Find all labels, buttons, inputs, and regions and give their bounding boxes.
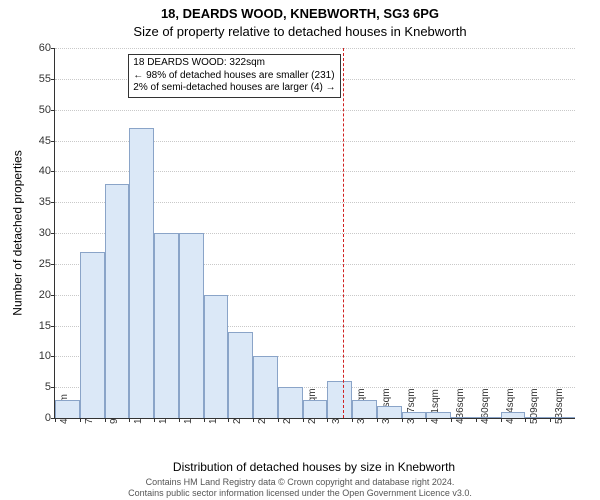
ytick-label: 10 [39, 350, 51, 362]
xtick-label: 436sqm [455, 388, 466, 424]
histogram-bar [303, 400, 328, 419]
histogram-bar [204, 295, 229, 418]
xtick-mark [80, 418, 81, 422]
ytick-mark [51, 326, 55, 327]
xtick-mark [476, 418, 477, 422]
ytick-mark [51, 387, 55, 388]
ytick-label: 15 [39, 320, 51, 332]
histogram-bar [550, 417, 575, 418]
xtick-mark [327, 418, 328, 422]
y-axis-label-container: Number of detached properties [10, 48, 26, 418]
xtick-mark [253, 418, 254, 422]
annotation-box: 18 DEARDS WOOD: 322sqm ← 98% of detached… [128, 54, 340, 98]
xtick-mark [228, 418, 229, 422]
y-axis-label: Number of detached properties [11, 150, 25, 315]
histogram-bar [105, 184, 130, 418]
histogram-bar [525, 417, 550, 418]
xtick-mark [105, 418, 106, 422]
ytick-mark [51, 264, 55, 265]
ytick-mark [51, 48, 55, 49]
histogram-bar [228, 332, 253, 418]
footnote-line2: Contains public sector information licen… [0, 488, 600, 498]
ytick-label: 60 [39, 42, 51, 54]
chart-container: 18, DEARDS WOOD, KNEBWORTH, SG3 6PG Size… [0, 0, 600, 500]
histogram-bar [501, 412, 526, 418]
footnote-line1: Contains HM Land Registry data © Crown c… [0, 477, 600, 487]
gridline [55, 110, 575, 111]
ytick-label: 50 [39, 104, 51, 116]
annotation-line2: ← 98% of detached houses are smaller (23… [133, 70, 335, 83]
histogram-bar [426, 412, 451, 418]
xtick-mark [550, 418, 551, 422]
histogram-bar [55, 400, 80, 419]
histogram-bar [377, 406, 402, 418]
xtick-mark [154, 418, 155, 422]
gridline [55, 48, 575, 49]
ytick-label: 55 [39, 73, 51, 85]
xtick-label: 484sqm [505, 388, 516, 424]
chart-title-sub: Size of property relative to detached ho… [0, 24, 600, 39]
ytick-label: 45 [39, 135, 51, 147]
xtick-label: 387sqm [406, 388, 417, 424]
x-axis-label: Distribution of detached houses by size … [54, 460, 574, 474]
histogram-bar [352, 400, 377, 419]
xtick-label: 509sqm [529, 388, 540, 424]
xtick-mark [179, 418, 180, 422]
xtick-label: 533sqm [554, 388, 565, 424]
marker-line [343, 48, 344, 418]
xtick-mark [55, 418, 56, 422]
histogram-bar [253, 356, 278, 418]
histogram-bar [154, 233, 179, 418]
annotation-line3: 2% of semi-detached houses are larger (4… [133, 82, 335, 95]
xtick-mark [402, 418, 403, 422]
xtick-mark [525, 418, 526, 422]
xtick-mark [129, 418, 130, 422]
histogram-bar [476, 417, 501, 418]
ytick-mark [51, 295, 55, 296]
xtick-mark [426, 418, 427, 422]
ytick-mark [51, 233, 55, 234]
ytick-label: 20 [39, 289, 51, 301]
ytick-mark [51, 141, 55, 142]
xtick-label: 411sqm [430, 389, 441, 424]
ytick-mark [51, 110, 55, 111]
histogram-bar [327, 381, 352, 418]
ytick-label: 35 [39, 196, 51, 208]
xtick-mark [204, 418, 205, 422]
ytick-label: 25 [39, 258, 51, 270]
xtick-mark [377, 418, 378, 422]
histogram-bar [278, 387, 303, 418]
ytick-mark [51, 356, 55, 357]
footnote: Contains HM Land Registry data © Crown c… [0, 477, 600, 498]
xtick-mark [278, 418, 279, 422]
ytick-mark [51, 202, 55, 203]
ytick-label: 30 [39, 227, 51, 239]
histogram-bar [129, 128, 154, 418]
xtick-mark [451, 418, 452, 422]
ytick-label: 5 [45, 381, 51, 393]
ytick-label: 0 [45, 412, 51, 424]
xtick-label: 460sqm [480, 388, 491, 424]
ytick-mark [51, 79, 55, 80]
histogram-bar [402, 412, 427, 418]
ytick-label: 40 [39, 165, 51, 177]
xtick-mark [501, 418, 502, 422]
plot-area: 18 DEARDS WOOD: 322sqm ← 98% of detached… [54, 48, 575, 419]
histogram-bar [80, 252, 105, 419]
histogram-bar [179, 233, 204, 418]
chart-title-main: 18, DEARDS WOOD, KNEBWORTH, SG3 6PG [0, 6, 600, 21]
ytick-mark [51, 171, 55, 172]
xtick-mark [303, 418, 304, 422]
xtick-mark [352, 418, 353, 422]
histogram-bar [451, 417, 476, 418]
annotation-line1: 18 DEARDS WOOD: 322sqm [133, 57, 335, 70]
